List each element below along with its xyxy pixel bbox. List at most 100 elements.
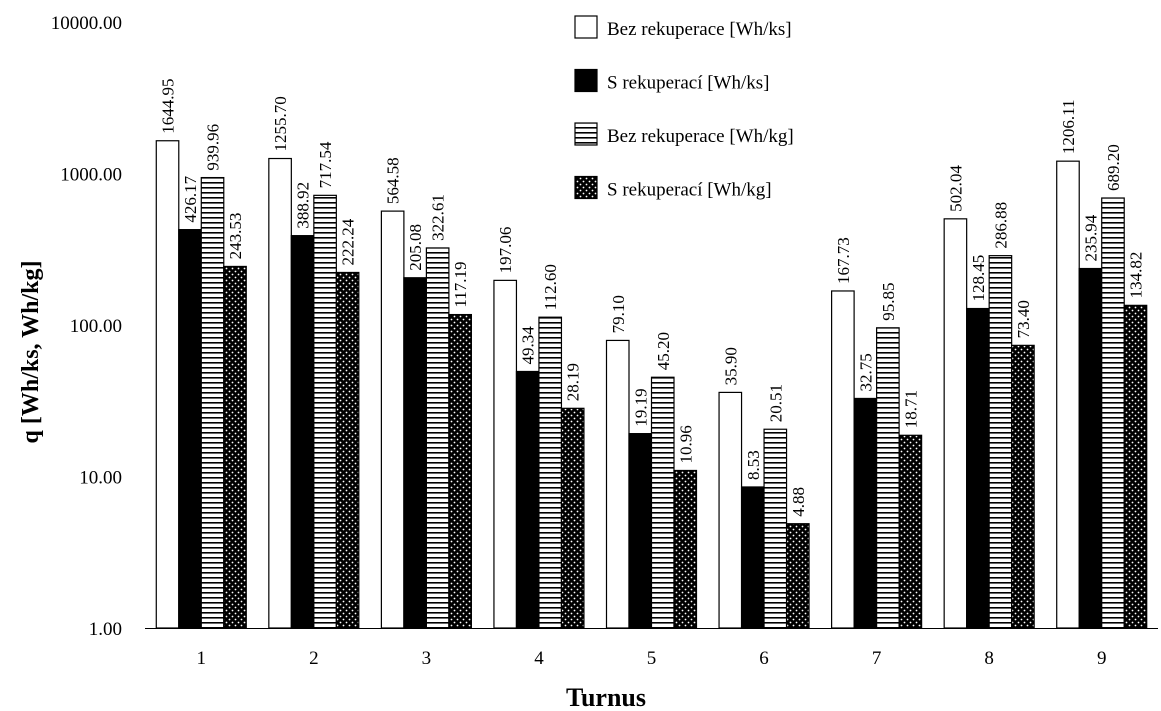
data-label: 18.71 xyxy=(901,390,920,428)
data-label: 689.20 xyxy=(1104,144,1123,191)
legend-label: Bez rekuperace [Wh/kg] xyxy=(607,126,794,147)
data-label: 939.96 xyxy=(204,124,223,171)
x-tick-label: 2 xyxy=(309,648,319,669)
bar xyxy=(268,157,292,629)
legend: Bez rekuperace [Wh/ks] S rekuperací [Wh/k… xyxy=(574,15,794,201)
bar xyxy=(1101,197,1125,629)
bar xyxy=(785,523,810,629)
data-label: 502.04 xyxy=(946,165,965,212)
data-label: 8.53 xyxy=(744,450,763,480)
y-axis-ticks: 1.00 10.00 100.00 1000.00 10000.00 xyxy=(51,13,122,640)
legend-swatch xyxy=(574,15,598,39)
bar xyxy=(178,229,202,629)
x-tick-label: 8 xyxy=(984,648,994,669)
bar xyxy=(200,176,225,629)
data-label: 28.19 xyxy=(564,363,583,401)
data-label: 564.58 xyxy=(384,157,403,204)
bar xyxy=(223,265,247,629)
y-axis-title: q [Wh/ks, Wh/kg] xyxy=(18,261,44,444)
bar xyxy=(155,140,180,629)
legend-swatch xyxy=(574,122,598,146)
x-axis-title: Turnus xyxy=(566,683,646,711)
data-label: 19.19 xyxy=(631,388,650,426)
bar xyxy=(425,247,450,629)
bar xyxy=(403,277,427,629)
legend-label: S rekuperací [Wh/ks] xyxy=(607,73,770,94)
data-label: 235.94 xyxy=(1081,214,1100,261)
data-label: 45.20 xyxy=(654,332,673,370)
bar xyxy=(740,486,765,629)
legend-swatch xyxy=(574,68,598,93)
bar xyxy=(1011,344,1035,629)
bar xyxy=(1078,267,1103,629)
bar xyxy=(538,316,563,629)
data-label: 322.61 xyxy=(429,194,448,241)
bar xyxy=(1056,160,1080,629)
y-tick-label: 10.00 xyxy=(79,468,122,489)
y-tick-label: 10000.00 xyxy=(51,13,122,34)
bar xyxy=(628,433,653,629)
legend-swatch xyxy=(574,175,598,200)
data-label: 73.40 xyxy=(1014,300,1033,338)
bar xyxy=(560,407,585,629)
bar xyxy=(943,218,968,629)
data-label: 286.88 xyxy=(991,202,1010,249)
data-label: 4.88 xyxy=(789,487,808,517)
data-label: 167.73 xyxy=(834,237,853,284)
data-label: 717.54 xyxy=(316,141,335,188)
bar xyxy=(313,194,337,629)
bar xyxy=(673,469,698,629)
data-label: 95.85 xyxy=(879,283,898,321)
data-label: 35.90 xyxy=(721,347,740,385)
y-tick-label: 100.00 xyxy=(70,316,122,337)
data-label: 49.34 xyxy=(519,326,538,365)
bar xyxy=(853,397,878,629)
legend-label: S rekuperací [Wh/kg] xyxy=(607,180,772,201)
data-label: 197.06 xyxy=(496,227,515,274)
data-label: 1255.70 xyxy=(271,96,290,151)
data-label: 10.96 xyxy=(676,425,695,463)
data-label: 20.51 xyxy=(766,384,785,422)
bar xyxy=(966,307,990,629)
bar xyxy=(335,271,360,629)
data-label: 79.10 xyxy=(609,295,628,333)
data-label: 117.19 xyxy=(451,261,470,307)
bar xyxy=(493,279,518,629)
bar xyxy=(1123,304,1148,629)
bar xyxy=(515,370,540,629)
legend-label: Bez rekuperace [Wh/ks] xyxy=(607,19,792,40)
bar xyxy=(876,327,900,629)
bar xyxy=(380,210,405,629)
x-tick-label: 9 xyxy=(1097,648,1107,669)
bar xyxy=(718,391,743,629)
bar xyxy=(448,313,472,629)
bar xyxy=(290,235,315,629)
x-tick-label: 5 xyxy=(647,648,657,669)
x-tick-label: 3 xyxy=(422,648,432,669)
data-label: 1644.95 xyxy=(159,79,178,134)
bar xyxy=(605,339,630,629)
y-tick-label: 1.00 xyxy=(89,619,122,640)
x-axis-ticks: 1 2 3 4 5 6 7 8 9 xyxy=(197,648,1107,669)
data-label: 222.24 xyxy=(339,218,358,265)
bar xyxy=(763,428,788,629)
data-label: 128.45 xyxy=(969,255,988,302)
data-label: 388.92 xyxy=(294,182,313,229)
data-label: 205.08 xyxy=(406,224,425,271)
x-tick-label: 1 xyxy=(197,648,207,669)
data-label: 1206.11 xyxy=(1059,100,1078,155)
bar xyxy=(831,290,855,629)
data-label: 243.53 xyxy=(226,213,245,260)
data-label: 112.60 xyxy=(541,264,560,310)
x-tick-label: 4 xyxy=(534,648,544,669)
bar xyxy=(898,434,923,629)
bar xyxy=(650,376,675,629)
bars xyxy=(155,140,1148,629)
y-tick-label: 1000.00 xyxy=(60,165,122,186)
data-label: 32.75 xyxy=(856,353,875,391)
data-label: 134.82 xyxy=(1126,252,1145,299)
bar xyxy=(988,255,1013,629)
x-tick-label: 6 xyxy=(759,648,769,669)
